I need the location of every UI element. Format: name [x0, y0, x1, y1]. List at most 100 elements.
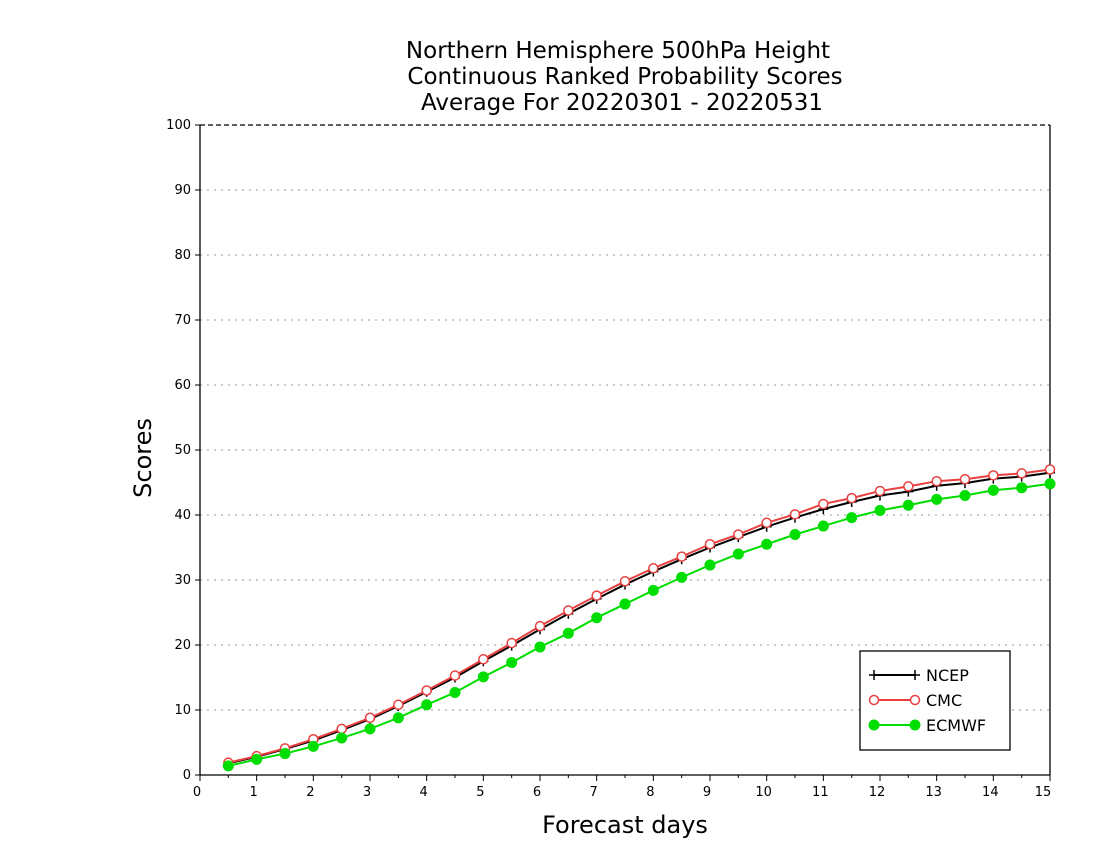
- x-tick-label-9: 9: [703, 785, 711, 800]
- data-point-ecmwf-3: [307, 740, 319, 752]
- x-tick-label-13: 13: [925, 785, 942, 800]
- chart-title: Northern Hemisphere 500hPa Height Contin…: [406, 38, 843, 116]
- y-tick-label-20: 20: [174, 638, 191, 653]
- chart-title-line-1: Northern Hemisphere 500hPa Height: [406, 38, 830, 64]
- data-point-ecmwf-20: [789, 529, 801, 540]
- data-point-ecmwf-16: [676, 571, 688, 583]
- data-point-ecmwf-21: [817, 520, 829, 532]
- data-point-ecmwf-12: [562, 627, 574, 639]
- data-point-ecmwf-23: [874, 504, 886, 516]
- y-tick-label-60: 60: [174, 378, 191, 393]
- data-point-cmc-13: [591, 590, 602, 601]
- x-axis-label: Forecast days: [542, 811, 708, 839]
- y-tick-label-0: 0: [183, 768, 191, 783]
- legend-marker-end-cmc: [909, 694, 921, 706]
- data-point-cmc-21: [818, 498, 829, 510]
- legend: NCEP CMC ECMWF: [859, 650, 1011, 751]
- legend-label-ecmwf: ECMWF: [926, 716, 986, 735]
- x-tick-label-8: 8: [646, 785, 654, 800]
- data-point-cmc-19: [761, 517, 772, 529]
- data-point-ecmwf-25: [931, 493, 943, 505]
- chart-title-line-3: Average For 20220301 - 20220531: [421, 90, 823, 116]
- x-tick-label-14: 14: [982, 785, 999, 800]
- y-tick-label-100: 100: [166, 118, 191, 133]
- data-point-ecmwf-7: [421, 699, 433, 711]
- data-point-cmc-22: [846, 492, 857, 504]
- data-point-cmc-12: [563, 605, 574, 616]
- legend-marker-end-ncep: [910, 670, 920, 680]
- y-tick-label-80: 80: [174, 248, 191, 263]
- data-point-ecmwf-26: [959, 490, 971, 501]
- data-point-ecmwf-14: [619, 598, 631, 610]
- data-point-ecmwf-5: [364, 723, 376, 735]
- data-point-cmc-29: [1044, 464, 1056, 475]
- data-point-cmc-28: [1016, 468, 1027, 479]
- y-tick-label-70: 70: [174, 313, 191, 328]
- data-point-ecmwf-13: [591, 612, 603, 624]
- data-point-cmc-6: [393, 699, 404, 711]
- data-point-ecmwf-15: [647, 584, 659, 596]
- x-tick-label-3: 3: [363, 785, 371, 800]
- x-tick-label-10: 10: [755, 785, 772, 800]
- data-point-ecmwf-4: [336, 732, 348, 744]
- data-point-cmc-25: [931, 475, 942, 487]
- legend-marker-end-ecmwf: [909, 719, 921, 731]
- x-tick-label-0: 0: [193, 785, 201, 800]
- x-tick-label-6: 6: [533, 785, 541, 800]
- data-point-cmc-15: [648, 563, 659, 574]
- y-tick-label-90: 90: [174, 183, 191, 198]
- data-point-cmc-20: [789, 509, 801, 520]
- y-tick-label-30: 30: [174, 573, 191, 588]
- data-point-cmc-16: [676, 551, 687, 562]
- gridlines: [200, 189, 1050, 711]
- data-point-ecmwf-10: [506, 657, 518, 669]
- data-point-cmc-18: [733, 529, 744, 540]
- x-tick-label-15: 15: [1035, 785, 1052, 800]
- series-line-ncep: [228, 471, 1051, 765]
- data-point-cmc-10: [506, 637, 517, 649]
- data-point-ecmwf-2: [279, 748, 291, 760]
- y-axis-label: Scores: [129, 418, 157, 498]
- data-point-cmc-23: [874, 485, 886, 497]
- data-point-ecmwf-24: [902, 499, 914, 511]
- data-point-ecmwf-27: [987, 484, 999, 496]
- data-series: [222, 464, 1056, 772]
- y-tick-label-50: 50: [174, 443, 191, 458]
- legend-label-ncep: NCEP: [926, 666, 969, 685]
- data-point-cmc-24: [903, 481, 914, 492]
- data-point-cmc-5: [364, 712, 376, 724]
- data-point-ecmwf-29: [1044, 478, 1056, 490]
- data-point-ecmwf-22: [846, 512, 858, 524]
- data-point-cmc-8: [449, 670, 461, 681]
- chart-title-line-2: Continuous Ranked Probability Scores: [407, 64, 842, 90]
- data-point-cmc-26: [959, 474, 971, 485]
- data-point-ecmwf-6: [392, 712, 404, 724]
- legend-marker-start-cmc: [868, 694, 880, 706]
- data-point-cmc-9: [478, 654, 489, 665]
- x-tick-label-4: 4: [420, 785, 428, 800]
- data-point-ecmwf-18: [732, 548, 744, 560]
- x-tick-label-5: 5: [476, 785, 484, 800]
- legend-marker-start-ecmwf: [868, 719, 880, 731]
- x-tick-label-7: 7: [590, 785, 598, 800]
- x-tick-label-12: 12: [869, 785, 886, 800]
- data-point-cmc-17: [704, 539, 716, 550]
- data-point-ecmwf-9: [477, 671, 489, 683]
- data-point-ecmwf-17: [704, 559, 716, 571]
- legend-marker-start-ncep: [869, 670, 879, 680]
- x-tick-label-1: 1: [250, 785, 258, 800]
- x-tick-label-2: 2: [306, 785, 314, 800]
- y-tick-label-40: 40: [174, 508, 191, 523]
- data-point-cmc-27: [988, 470, 999, 481]
- data-point-ecmwf-11: [534, 641, 546, 653]
- data-point-cmc-14: [619, 576, 631, 587]
- data-point-cmc-4: [336, 723, 347, 735]
- data-point-ecmwf-1: [251, 753, 263, 765]
- data-point-ecmwf-8: [449, 686, 461, 698]
- legend-label-cmc: CMC: [926, 691, 962, 710]
- data-point-ecmwf-0: [222, 760, 234, 772]
- data-point-ecmwf-28: [1016, 482, 1028, 494]
- data-point-cmc-11: [534, 620, 546, 632]
